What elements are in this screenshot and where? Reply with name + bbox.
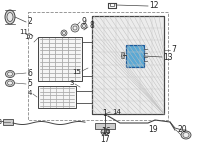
Text: 9: 9 [81, 16, 86, 25]
Text: 8: 8 [89, 21, 94, 30]
Bar [121, 52, 124, 58]
Text: 4: 4 [28, 90, 32, 96]
Bar [95, 123, 115, 129]
Circle shape [71, 24, 79, 32]
Ellipse shape [6, 71, 14, 77]
Text: 13: 13 [163, 52, 173, 61]
Ellipse shape [8, 81, 12, 85]
Bar [3, 119, 13, 125]
Circle shape [83, 25, 86, 27]
Text: 12: 12 [149, 1, 158, 10]
Text: 17: 17 [100, 135, 110, 143]
Text: 7: 7 [171, 46, 176, 55]
Bar [126, 45, 144, 67]
Circle shape [61, 30, 67, 36]
Ellipse shape [183, 132, 189, 137]
Ellipse shape [181, 131, 191, 139]
Circle shape [81, 23, 87, 29]
Text: 3: 3 [70, 80, 74, 86]
Bar [28, 12, 168, 120]
Bar [92, 16, 164, 114]
Text: 18: 18 [0, 119, 2, 125]
Bar [38, 86, 76, 108]
Text: 20: 20 [177, 126, 187, 135]
Ellipse shape [5, 10, 15, 24]
Text: 19: 19 [148, 125, 158, 133]
Text: 1: 1 [103, 108, 107, 117]
Text: 10: 10 [24, 34, 33, 40]
Text: 15: 15 [72, 69, 81, 75]
Ellipse shape [7, 12, 13, 21]
Text: 6: 6 [27, 69, 32, 77]
Bar [38, 37, 82, 81]
Text: 2: 2 [27, 17, 32, 26]
Circle shape [73, 26, 77, 30]
Ellipse shape [101, 129, 109, 135]
Ellipse shape [6, 80, 14, 86]
Text: 14: 14 [112, 109, 121, 115]
Ellipse shape [8, 72, 12, 76]
Text: 16: 16 [101, 127, 111, 137]
Text: 11: 11 [19, 29, 28, 35]
Text: 5: 5 [27, 80, 32, 88]
Circle shape [62, 31, 66, 35]
Bar [92, 16, 164, 114]
